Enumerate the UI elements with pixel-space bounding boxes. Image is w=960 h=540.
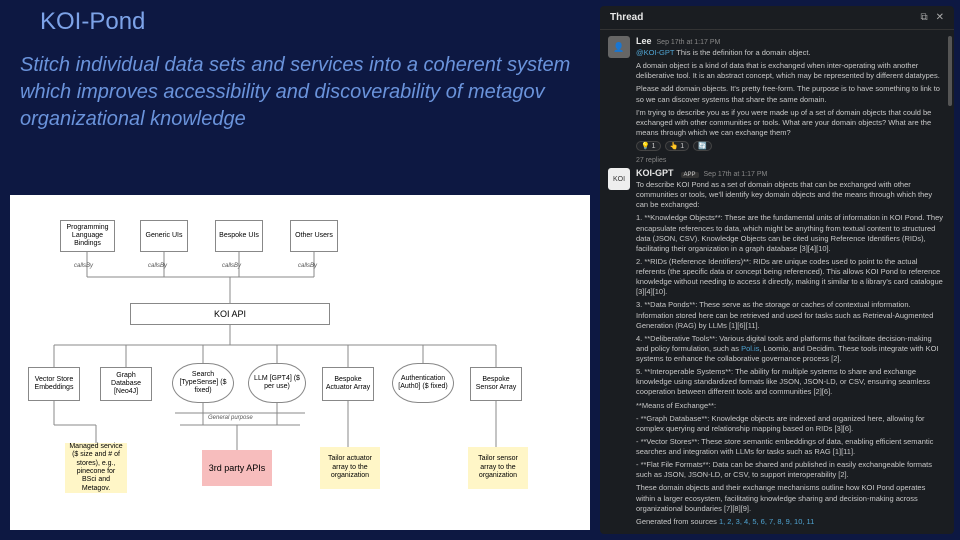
note-managed-service: Managed service ($ size and # of stores)… [65,443,127,493]
node-search: Search [TypeSense] ($ fixed) [172,363,234,403]
reaction[interactable]: 👆 1 [665,141,690,151]
edge-label: callsBy [222,263,241,269]
node-sensor-array: Bespoke Sensor Array [470,367,522,401]
author-name[interactable]: KOI-GPT [636,168,674,178]
reactions: 💡 1 👆 1 🔄 [636,141,944,151]
message-time: Sep 17th at 1:17 PM [657,39,721,46]
message-text: To describe KOI Pond as a set of domain … [636,180,944,527]
link[interactable]: Pol.is [741,344,759,353]
thread-header: Thread ⧉ ✕ [600,6,954,30]
message: 👤 Lee Sep 17th at 1:17 PM @KOI-GPT This … [608,36,944,151]
close-icon[interactable]: ✕ [936,12,944,23]
edge-label: callsBy [148,263,167,269]
node-actuator-array: Bespoke Actuator Array [322,367,374,401]
avatar[interactable]: 👤 [608,36,630,58]
reaction[interactable]: 💡 1 [636,141,661,151]
app-badge: APP [681,172,699,178]
note-tailor-actuator: Tailor actuator array to the organizatio… [320,447,380,489]
page-subtitle: Stitch individual data sets and services… [20,52,590,133]
message-text: @KOI-GPT This is the definition for a do… [636,48,944,138]
note-3rd-party-apis: 3rd party APIs [202,450,272,486]
node-vector-store: Vector Store Embeddings [28,367,80,401]
page-title: KOI-Pond [40,8,145,36]
general-purpose-label: General purpose [208,415,253,421]
thread-body[interactable]: 👤 Lee Sep 17th at 1:17 PM @KOI-GPT This … [600,30,954,534]
mention[interactable]: @KOI-GPT [636,48,674,57]
sources-links[interactable]: 1, 2, 3, 4, 5, 6, 7, 8, 9, 10, 11 [719,517,814,526]
node-bespoke-uis: Bespoke UIs [215,220,263,252]
replies-count: 27 replies [636,157,944,164]
scrollbar-thumb[interactable] [948,36,952,106]
slack-thread-panel: Thread ⧉ ✕ 👤 Lee Sep 17th at 1:17 PM @KO… [600,6,954,534]
node-prog-lang-bindings: Programming Language Bindings [60,220,115,252]
note-tailor-sensor: Tailor sensor array to the organization [468,447,528,489]
node-graph-db: Graph Database [Neo4J] [100,367,152,401]
node-generic-uis: Generic UIs [140,220,188,252]
architecture-diagram: Programming Language Bindings Generic UI… [10,195,590,530]
node-auth: Authentication [Auth0] ($ fixed) [392,363,454,403]
open-external-icon[interactable]: ⧉ [920,12,927,23]
edge-label: callsBy [298,263,317,269]
avatar[interactable]: KOI [608,168,630,190]
node-llm: LLM [GPT4] ($ per use) [248,363,306,403]
node-other-users: Other Users [290,220,338,252]
node-koi-api: KOI API [130,303,330,325]
edge-label: callsBy [74,263,93,269]
reaction[interactable]: 🔄 [693,141,712,151]
author-name[interactable]: Lee [636,36,652,46]
message: KOI KOI-GPT APP Sep 17th at 1:17 PM To d… [608,168,944,530]
message-time: Sep 17th at 1:17 PM [704,171,768,178]
thread-title: Thread [610,12,643,23]
